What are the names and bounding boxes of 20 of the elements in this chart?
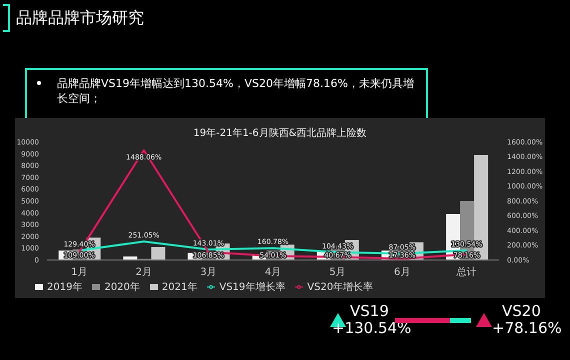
text: +78.16% bbox=[492, 319, 562, 337]
x-tick-label: 3月 bbox=[200, 267, 217, 278]
chart-title: 19年-21年1-6月陕西&西北品牌上险数 bbox=[192, 126, 368, 140]
x-tick-label: 2月 bbox=[136, 267, 152, 278]
legend-label: VS20年增长率 bbox=[307, 282, 374, 293]
legend-label: 2020年 bbox=[104, 282, 140, 293]
x-tick-label: 6月 bbox=[394, 267, 410, 278]
text: VS19 bbox=[350, 302, 389, 320]
text: 品牌品牌市场研究 bbox=[16, 8, 144, 29]
legend-label: VS19年增长率 bbox=[219, 282, 286, 293]
text: 品牌品牌VS19年增幅达到130.54%，VS20年增幅78.16%，未来仍具增长空间； bbox=[25, 68, 428, 120]
x-tick-label: 5月 bbox=[329, 267, 346, 278]
x-tick-label: 1月 bbox=[71, 267, 88, 278]
x-tick-label: 4月 bbox=[264, 267, 282, 278]
text: VS20 bbox=[502, 302, 541, 320]
bar bbox=[151, 247, 166, 260]
x-tick-label: 总计 bbox=[456, 266, 477, 278]
legend-label: 2019年 bbox=[47, 282, 82, 293]
legend-label: 2021年 bbox=[162, 282, 198, 293]
text: +130.54% bbox=[332, 319, 412, 337]
